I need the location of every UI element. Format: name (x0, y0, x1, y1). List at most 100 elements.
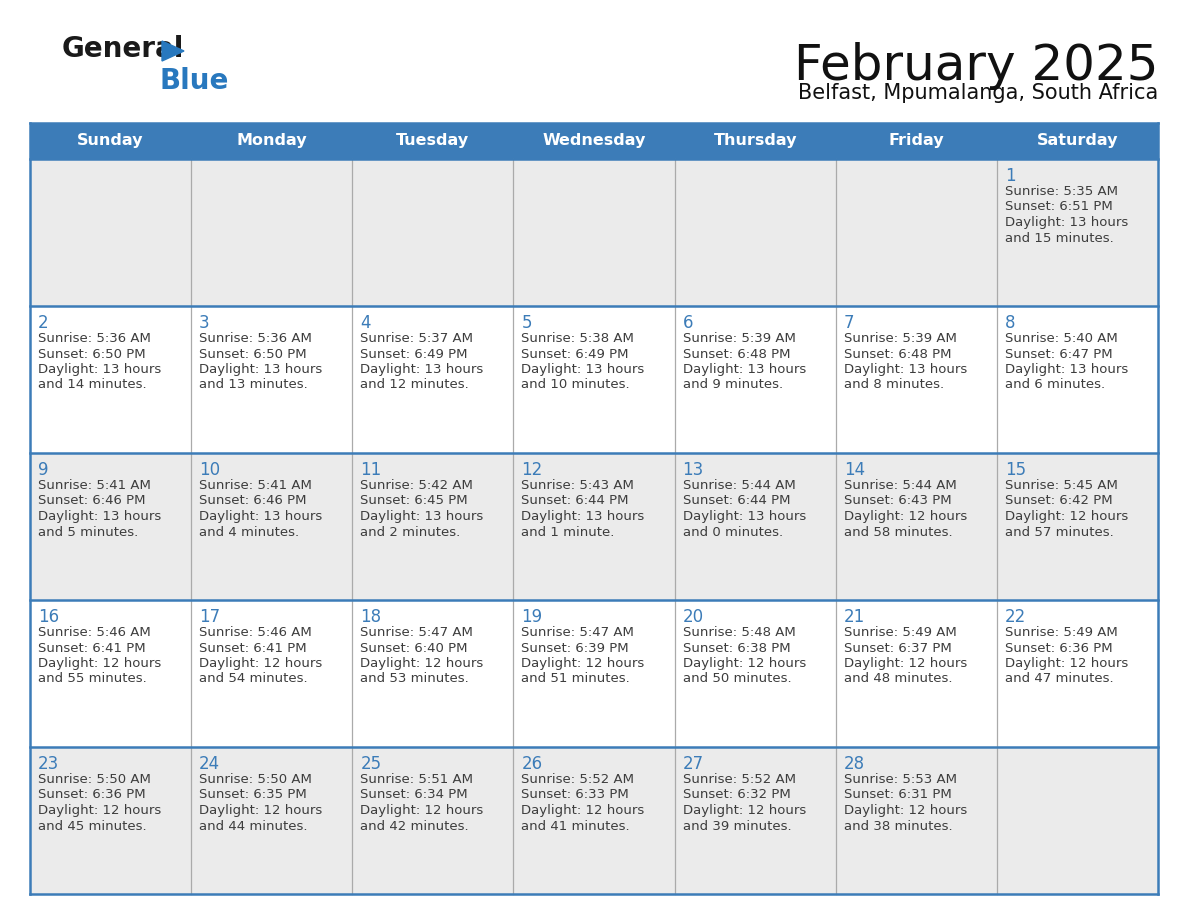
Text: Sunrise: 5:39 AM: Sunrise: 5:39 AM (843, 332, 956, 345)
Text: Sunset: 6:41 PM: Sunset: 6:41 PM (200, 642, 307, 655)
Text: Daylight: 12 hours: Daylight: 12 hours (843, 657, 967, 670)
Text: 23: 23 (38, 755, 59, 773)
Polygon shape (162, 41, 184, 61)
Text: Sunrise: 5:53 AM: Sunrise: 5:53 AM (843, 773, 956, 786)
Text: 24: 24 (200, 755, 220, 773)
Text: and 51 minutes.: and 51 minutes. (522, 673, 630, 686)
Text: Daylight: 12 hours: Daylight: 12 hours (200, 804, 322, 817)
Text: and 13 minutes.: and 13 minutes. (200, 378, 308, 391)
Text: 18: 18 (360, 608, 381, 626)
Text: Sunset: 6:33 PM: Sunset: 6:33 PM (522, 789, 630, 801)
Text: 4: 4 (360, 314, 371, 332)
Text: Daylight: 12 hours: Daylight: 12 hours (683, 804, 805, 817)
Text: Daylight: 13 hours: Daylight: 13 hours (360, 510, 484, 523)
Text: Sunset: 6:50 PM: Sunset: 6:50 PM (38, 348, 146, 361)
Text: 15: 15 (1005, 461, 1026, 479)
Text: Sunrise: 5:39 AM: Sunrise: 5:39 AM (683, 332, 796, 345)
Text: and 1 minute.: and 1 minute. (522, 525, 615, 539)
Text: Sunset: 6:32 PM: Sunset: 6:32 PM (683, 789, 790, 801)
Bar (30, 600, 1158, 747)
Text: Sunset: 6:50 PM: Sunset: 6:50 PM (200, 348, 307, 361)
Text: Sunrise: 5:36 AM: Sunrise: 5:36 AM (200, 332, 312, 345)
Text: Sunset: 6:43 PM: Sunset: 6:43 PM (843, 495, 952, 508)
Text: Monday: Monday (236, 133, 307, 149)
Text: Daylight: 12 hours: Daylight: 12 hours (683, 657, 805, 670)
Bar (30, 159, 1158, 306)
Text: and 5 minutes.: and 5 minutes. (38, 525, 138, 539)
Text: and 15 minutes.: and 15 minutes. (1005, 231, 1113, 244)
Text: Sunset: 6:42 PM: Sunset: 6:42 PM (1005, 495, 1112, 508)
Text: and 2 minutes.: and 2 minutes. (360, 525, 461, 539)
Text: Sunrise: 5:44 AM: Sunrise: 5:44 AM (843, 479, 956, 492)
Text: Sunset: 6:36 PM: Sunset: 6:36 PM (38, 789, 146, 801)
Text: 17: 17 (200, 608, 220, 626)
Text: Daylight: 13 hours: Daylight: 13 hours (522, 363, 645, 376)
Text: and 4 minutes.: and 4 minutes. (200, 525, 299, 539)
Text: and 42 minutes.: and 42 minutes. (360, 820, 469, 833)
Text: Sunset: 6:31 PM: Sunset: 6:31 PM (843, 789, 952, 801)
Text: Sunrise: 5:52 AM: Sunrise: 5:52 AM (683, 773, 796, 786)
Text: and 10 minutes.: and 10 minutes. (522, 378, 630, 391)
Text: and 48 minutes.: and 48 minutes. (843, 673, 953, 686)
Text: 21: 21 (843, 608, 865, 626)
Text: Tuesday: Tuesday (397, 133, 469, 149)
Bar (30, 747, 1158, 894)
Text: Sunset: 6:40 PM: Sunset: 6:40 PM (360, 642, 468, 655)
Text: Daylight: 13 hours: Daylight: 13 hours (200, 363, 322, 376)
Text: Daylight: 13 hours: Daylight: 13 hours (522, 510, 645, 523)
Text: 9: 9 (38, 461, 49, 479)
Text: Sunrise: 5:35 AM: Sunrise: 5:35 AM (1005, 185, 1118, 198)
Text: Daylight: 12 hours: Daylight: 12 hours (1005, 510, 1129, 523)
Text: Sunrise: 5:48 AM: Sunrise: 5:48 AM (683, 626, 795, 639)
Text: 7: 7 (843, 314, 854, 332)
Text: and 47 minutes.: and 47 minutes. (1005, 673, 1113, 686)
Text: Daylight: 13 hours: Daylight: 13 hours (38, 363, 162, 376)
Text: and 54 minutes.: and 54 minutes. (200, 673, 308, 686)
Text: Belfast, Mpumalanga, South Africa: Belfast, Mpumalanga, South Africa (798, 83, 1158, 103)
Text: 19: 19 (522, 608, 543, 626)
Text: Sunset: 6:38 PM: Sunset: 6:38 PM (683, 642, 790, 655)
Bar (30, 123, 1158, 159)
Text: 6: 6 (683, 314, 693, 332)
Text: 11: 11 (360, 461, 381, 479)
Text: Saturday: Saturday (1037, 133, 1118, 149)
Text: Sunset: 6:51 PM: Sunset: 6:51 PM (1005, 200, 1113, 214)
Text: 20: 20 (683, 608, 703, 626)
Text: Sunrise: 5:36 AM: Sunrise: 5:36 AM (38, 332, 151, 345)
Text: Sunday: Sunday (77, 133, 144, 149)
Text: Sunset: 6:37 PM: Sunset: 6:37 PM (843, 642, 952, 655)
Text: and 0 minutes.: and 0 minutes. (683, 525, 783, 539)
Text: and 41 minutes.: and 41 minutes. (522, 820, 630, 833)
Text: Sunrise: 5:47 AM: Sunrise: 5:47 AM (360, 626, 473, 639)
Text: Sunset: 6:34 PM: Sunset: 6:34 PM (360, 789, 468, 801)
Text: Sunrise: 5:49 AM: Sunrise: 5:49 AM (843, 626, 956, 639)
Text: 1: 1 (1005, 167, 1016, 185)
Text: Sunset: 6:44 PM: Sunset: 6:44 PM (683, 495, 790, 508)
Text: Sunrise: 5:46 AM: Sunrise: 5:46 AM (38, 626, 151, 639)
Text: Sunrise: 5:47 AM: Sunrise: 5:47 AM (522, 626, 634, 639)
Text: 12: 12 (522, 461, 543, 479)
Text: 26: 26 (522, 755, 543, 773)
Text: Sunrise: 5:37 AM: Sunrise: 5:37 AM (360, 332, 473, 345)
Text: Daylight: 13 hours: Daylight: 13 hours (38, 510, 162, 523)
Text: Daylight: 12 hours: Daylight: 12 hours (38, 657, 162, 670)
Text: and 44 minutes.: and 44 minutes. (200, 820, 308, 833)
Text: 27: 27 (683, 755, 703, 773)
Text: Daylight: 13 hours: Daylight: 13 hours (1005, 216, 1129, 229)
Text: Sunset: 6:44 PM: Sunset: 6:44 PM (522, 495, 628, 508)
Text: Daylight: 12 hours: Daylight: 12 hours (360, 657, 484, 670)
Text: Sunset: 6:47 PM: Sunset: 6:47 PM (1005, 348, 1112, 361)
Text: Blue: Blue (159, 67, 228, 95)
Text: Daylight: 12 hours: Daylight: 12 hours (522, 657, 645, 670)
Text: Daylight: 12 hours: Daylight: 12 hours (843, 510, 967, 523)
Text: and 50 minutes.: and 50 minutes. (683, 673, 791, 686)
Text: Friday: Friday (889, 133, 944, 149)
Text: Daylight: 13 hours: Daylight: 13 hours (1005, 363, 1129, 376)
Text: and 45 minutes.: and 45 minutes. (38, 820, 146, 833)
Text: Sunset: 6:36 PM: Sunset: 6:36 PM (1005, 642, 1112, 655)
Text: Sunrise: 5:51 AM: Sunrise: 5:51 AM (360, 773, 473, 786)
Text: Sunset: 6:35 PM: Sunset: 6:35 PM (200, 789, 307, 801)
Text: 28: 28 (843, 755, 865, 773)
Text: 2: 2 (38, 314, 49, 332)
Text: Daylight: 12 hours: Daylight: 12 hours (522, 804, 645, 817)
